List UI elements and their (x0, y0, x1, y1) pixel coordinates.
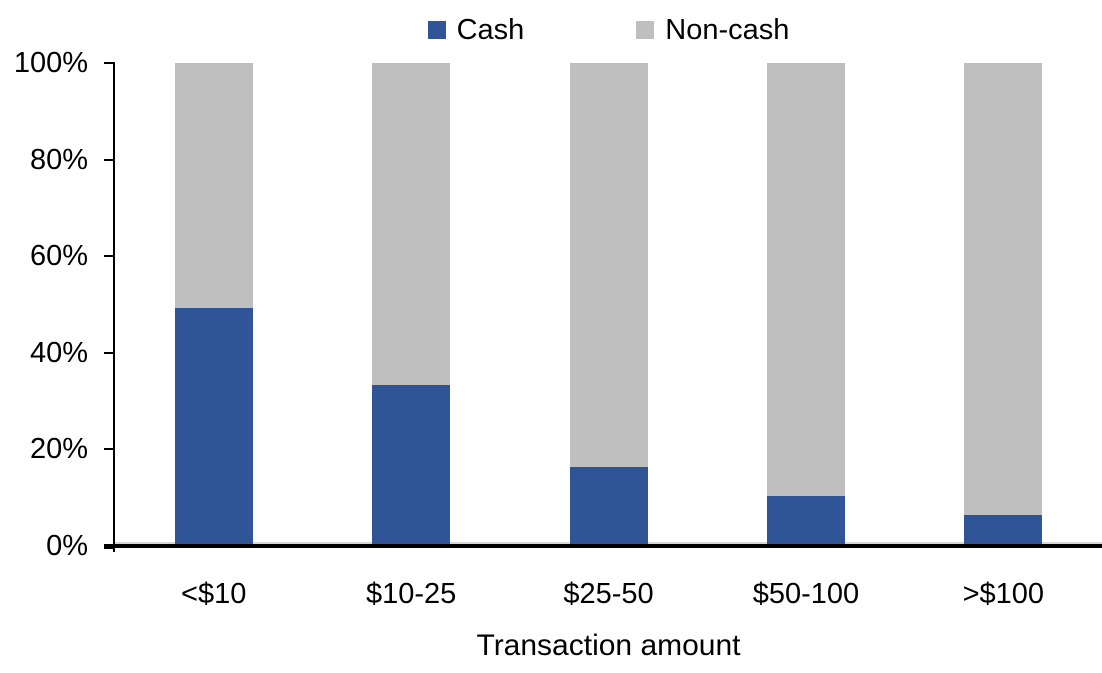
bar-stack (766, 63, 845, 544)
bar-segment-cash (964, 515, 1043, 544)
bar-segment-cash (766, 495, 845, 544)
y-tick-label: 100% (13, 47, 88, 79)
bar-segment-noncash (569, 63, 648, 468)
legend-swatch-noncash (636, 21, 655, 39)
bar-segment-cash (372, 385, 451, 544)
x-tick-label: <$10 (181, 578, 247, 610)
bar-column (707, 63, 904, 544)
x-axis-title: Transaction amount (476, 629, 741, 662)
y-tick-mark (104, 255, 115, 258)
bar-column (312, 63, 509, 544)
bar-segment-cash (569, 467, 648, 544)
bar-segment-noncash (766, 63, 845, 496)
x-tick-label: $50-100 (752, 578, 860, 610)
y-tick-mark (104, 448, 115, 451)
bar-stack (174, 63, 253, 544)
bar-stack (569, 63, 648, 544)
y-tick-mark (104, 158, 115, 161)
bar-column (115, 63, 312, 544)
y-axis-line (113, 63, 115, 552)
x-axis-labels: <$10 $10-25 $25-50 $50-100 >$100 (115, 578, 1102, 610)
bar-stack (372, 63, 451, 544)
legend-item-cash: Cash (427, 13, 525, 46)
y-tick-label: 80% (29, 143, 88, 176)
x-tick-label: $25-50 (563, 578, 654, 610)
bar-column (510, 63, 707, 544)
y-tick-mark (104, 351, 115, 354)
x-axis-line (104, 544, 1102, 548)
x-tick-label: >$100 (962, 578, 1045, 610)
bar-segment-noncash (174, 63, 253, 309)
y-tick-label: 0% (46, 530, 88, 562)
plot-area (115, 63, 1102, 544)
legend-item-noncash: Non-cash (636, 13, 790, 46)
y-tick-mark (104, 62, 115, 64)
legend: Cash Non-cash (115, 10, 1102, 50)
bar-segment-cash (174, 308, 253, 544)
bar-segment-noncash (964, 63, 1043, 516)
y-tick-mark (104, 547, 115, 549)
bar-column (905, 63, 1102, 544)
x-tick-label: $10-25 (365, 578, 457, 610)
y-tick-label: 40% (29, 336, 88, 369)
legend-label-noncash: Non-cash (665, 13, 790, 46)
y-tick-label: 60% (29, 240, 88, 273)
y-tick-label: 20% (29, 433, 88, 466)
bar-stack (964, 63, 1043, 544)
bar-segment-noncash (372, 63, 451, 386)
legend-label-cash: Cash (456, 13, 525, 46)
legend-swatch-cash (427, 21, 446, 39)
